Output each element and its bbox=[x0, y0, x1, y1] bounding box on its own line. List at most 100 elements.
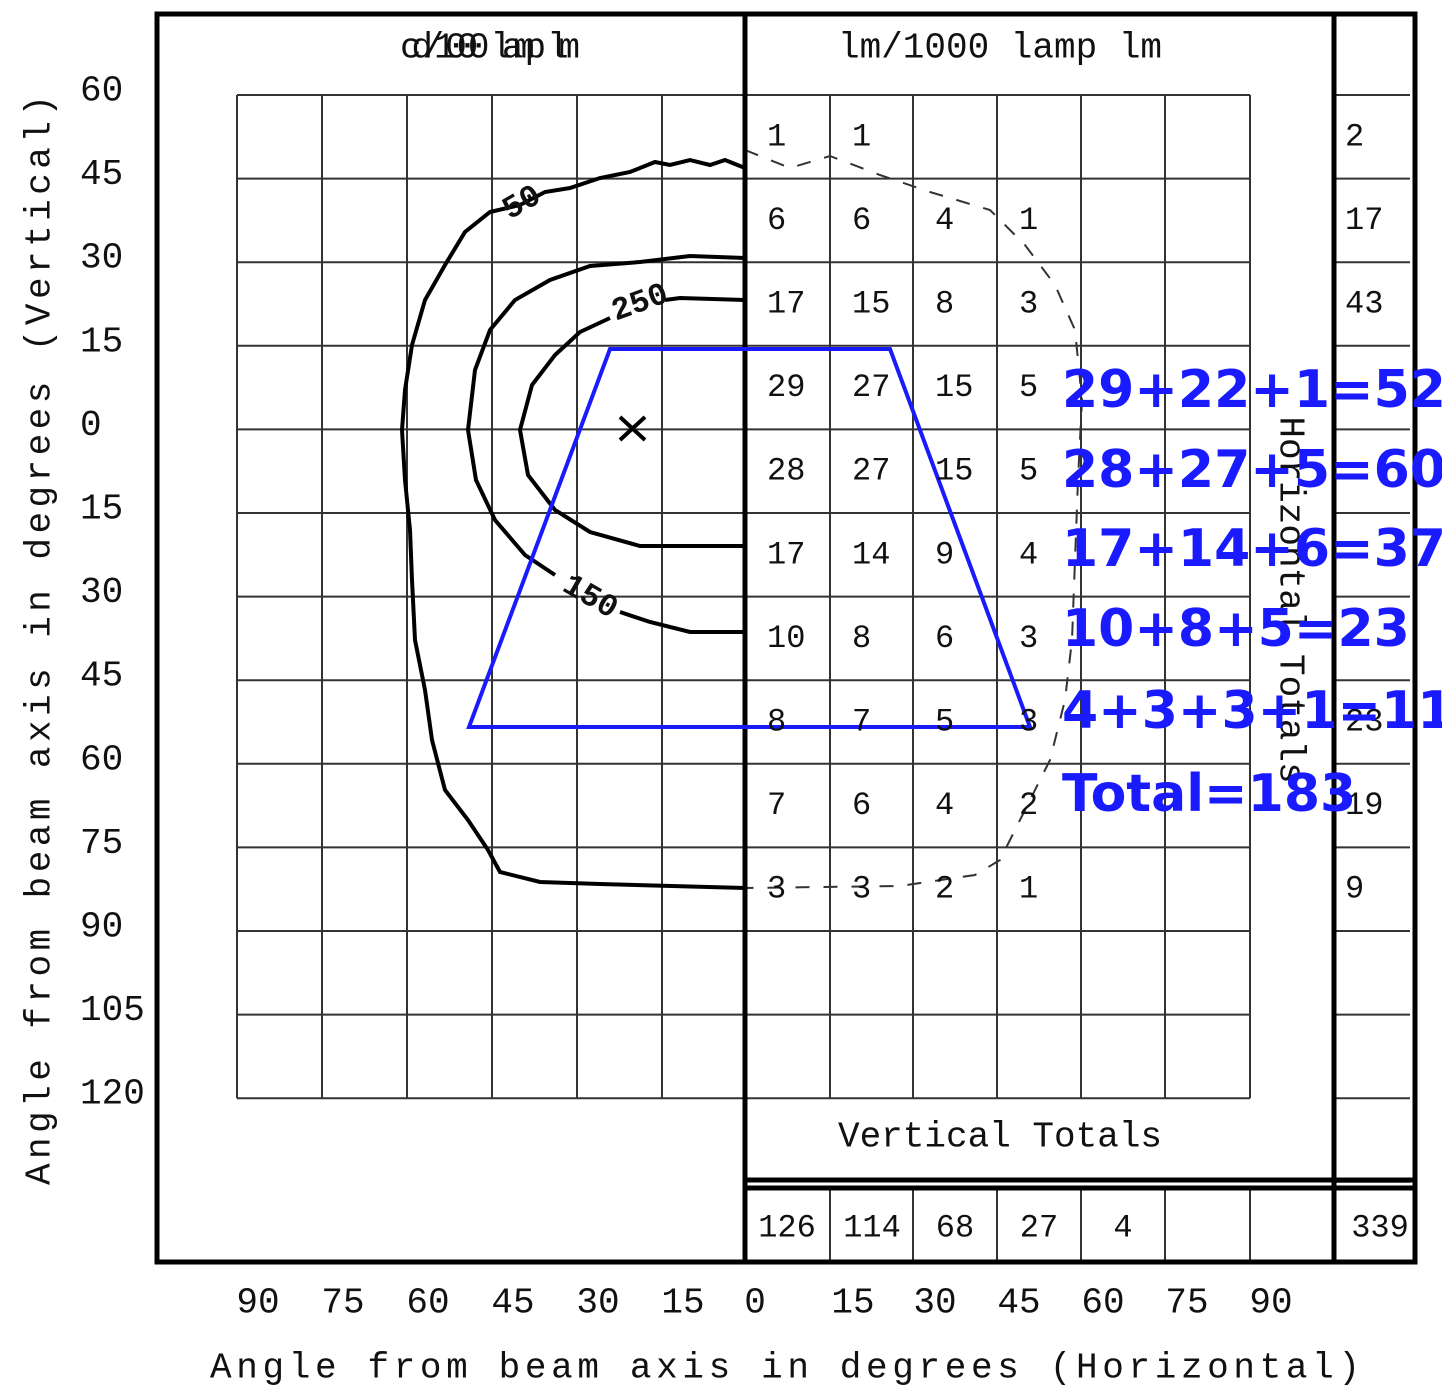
cell-value: 6 bbox=[935, 620, 954, 657]
horizontal-total: 19 bbox=[1345, 787, 1383, 824]
contour-label: 250 bbox=[607, 276, 674, 330]
x-tick-label: 30 bbox=[913, 1283, 956, 1324]
cell-value: 15 bbox=[935, 369, 973, 406]
vertical-total: 4 bbox=[1113, 1209, 1132, 1246]
x-tick-label: 60 bbox=[1081, 1283, 1124, 1324]
y-tick-label: 0 bbox=[80, 405, 102, 446]
cell-value: 8 bbox=[767, 703, 786, 740]
x-tick-label: 60 bbox=[406, 1283, 449, 1324]
cell-value: 15 bbox=[935, 453, 973, 490]
cell-value: 4 bbox=[935, 202, 954, 239]
y-tick-label: 60 bbox=[80, 71, 123, 112]
annotation: 4+3+3+1=11 bbox=[1062, 681, 1442, 741]
cell-value: 6 bbox=[767, 202, 786, 239]
cell-value: 3 bbox=[1019, 620, 1038, 657]
contour-label: 50 bbox=[496, 177, 548, 228]
cell-value: 8 bbox=[935, 285, 954, 322]
trapezoid bbox=[466, 347, 1033, 729]
x-tick-label: 45 bbox=[997, 1283, 1040, 1324]
grand-total: 339 bbox=[1351, 1209, 1409, 1246]
cell-value: 8 bbox=[852, 620, 871, 657]
cell-value: 5 bbox=[935, 703, 954, 740]
horizontal-total: 2 bbox=[1345, 118, 1364, 155]
horizontal-total: 9 bbox=[1345, 871, 1364, 908]
cell-value: 17 bbox=[767, 285, 805, 322]
cell-value: 17 bbox=[767, 536, 805, 573]
cell-value: 14 bbox=[852, 536, 890, 573]
y-tick-label: 30 bbox=[80, 238, 123, 279]
y-tick-label: 120 bbox=[80, 1074, 145, 1115]
y-tick-label: 75 bbox=[80, 823, 123, 864]
cell-value: 3 bbox=[1019, 703, 1038, 740]
cell-value: 2 bbox=[1019, 787, 1038, 824]
x-tick-label: 90 bbox=[236, 1283, 279, 1324]
vertical-total: 27 bbox=[1020, 1209, 1058, 1246]
horizontal-total: 17 bbox=[1345, 202, 1383, 239]
x-tick-label: 0 bbox=[744, 1283, 766, 1324]
cell-value: 5 bbox=[1019, 453, 1038, 490]
x-axis-label: Angle from beam axis in degrees (Horizon… bbox=[210, 1348, 1360, 1389]
cell-value: 1 bbox=[767, 118, 786, 155]
cell-value: 7 bbox=[852, 703, 871, 740]
contour-50 bbox=[399, 157, 746, 890]
cell-value: 6 bbox=[852, 202, 871, 239]
cell-value: 10 bbox=[767, 620, 805, 657]
y-tick-label: 15 bbox=[80, 489, 123, 530]
x-tick-label: 75 bbox=[1165, 1283, 1208, 1324]
frame bbox=[154, 11, 1418, 1265]
annotation: 17+14+6=37 bbox=[1062, 519, 1442, 579]
marker bbox=[618, 415, 647, 442]
vertical-total: 68 bbox=[936, 1209, 974, 1246]
cell-value: 3 bbox=[767, 871, 786, 908]
cell-value: 2 bbox=[935, 871, 954, 908]
x-tick-label: 30 bbox=[576, 1283, 619, 1324]
x-tick-label: 15 bbox=[831, 1283, 874, 1324]
contour-250 bbox=[517, 295, 746, 548]
panel-title: cd/1000 lamp lm bbox=[400, 28, 580, 69]
annotation: Total=183 bbox=[1062, 764, 1356, 824]
vertical-totals-label: Vertical Totals bbox=[838, 1117, 1162, 1158]
annotation: 28+27+5=60 bbox=[1062, 440, 1442, 500]
cell-value: 15 bbox=[852, 285, 890, 322]
cell-value: 5 bbox=[1019, 369, 1038, 406]
y-axis-label: Angle from beam axis in degrees (Vertica… bbox=[20, 95, 61, 1185]
cell-value: 27 bbox=[852, 453, 890, 490]
y-tick-label: 30 bbox=[80, 572, 123, 613]
cell-value: 9 bbox=[935, 536, 954, 573]
cell-value: 6 bbox=[852, 787, 871, 824]
horizontal-total: 43 bbox=[1345, 285, 1383, 322]
x-tick-label: 15 bbox=[661, 1283, 704, 1324]
x-tick-label: 75 bbox=[321, 1283, 364, 1324]
y-tick-label: 105 bbox=[80, 990, 145, 1031]
contour-150 bbox=[465, 253, 746, 634]
y-tick-label: 15 bbox=[80, 321, 123, 362]
contour-label: 150 bbox=[556, 567, 624, 628]
annotation: 10+8+5=23 bbox=[1062, 599, 1410, 659]
cell-value: 4 bbox=[1019, 536, 1038, 573]
vertical-total: 126 bbox=[758, 1209, 816, 1246]
cell-value: 1 bbox=[1019, 202, 1038, 239]
cell-value: 4 bbox=[935, 787, 954, 824]
cell-value: 1 bbox=[1019, 871, 1038, 908]
vertical-total: 114 bbox=[843, 1209, 901, 1246]
y-tick-label: 45 bbox=[80, 154, 123, 195]
y-tick-label: 90 bbox=[80, 907, 123, 948]
cell-value: 29 bbox=[767, 369, 805, 406]
horizontal-total: 23 bbox=[1345, 703, 1383, 740]
cell-value: 28 bbox=[767, 453, 805, 490]
x-tick-label: 90 bbox=[1249, 1283, 1292, 1324]
boundary-line bbox=[744, 149, 1084, 889]
cell-value: 27 bbox=[852, 369, 890, 406]
cell-value: 3 bbox=[1019, 285, 1038, 322]
cell-value: 7 bbox=[767, 787, 786, 824]
cell-value: 3 bbox=[852, 871, 871, 908]
annotation: 29+22+1=52 bbox=[1062, 360, 1442, 420]
y-tick-label: 45 bbox=[80, 656, 123, 697]
y-tick-label: 60 bbox=[80, 739, 123, 780]
horizontal-totals-label: Horizontal Totals bbox=[1269, 416, 1310, 783]
panel-title: lm/1000 lamp lm bbox=[838, 28, 1162, 69]
grid bbox=[236, 94, 1410, 1262]
cell-value: 1 bbox=[852, 118, 871, 155]
x-tick-label: 45 bbox=[491, 1283, 534, 1324]
